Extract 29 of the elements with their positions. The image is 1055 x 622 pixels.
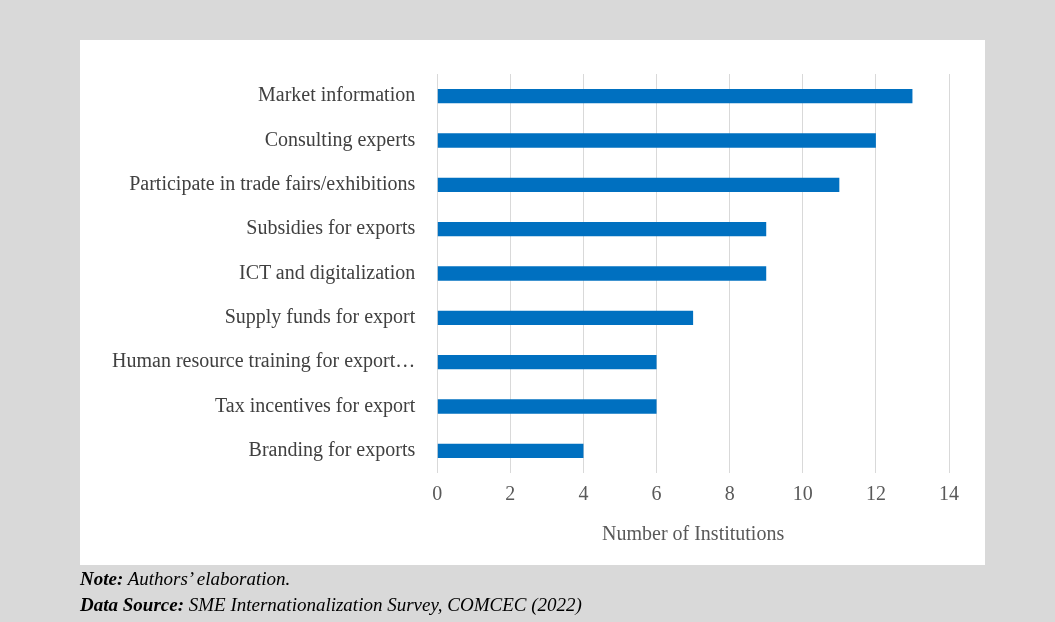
x-tick-label: 4 bbox=[578, 482, 589, 505]
y-tick-label: Branding for exports bbox=[248, 438, 416, 462]
y-tick-label: Market information bbox=[258, 83, 416, 106]
y-tick-label: ICT and digitalization bbox=[238, 260, 416, 284]
y-tick-label: Human resource training for export… bbox=[112, 349, 416, 373]
y-tick-label: Tax incentives for export bbox=[215, 393, 416, 417]
bar bbox=[437, 266, 767, 281]
x-tick-label: 6 bbox=[651, 482, 662, 505]
source-note: Data Source: SME Internationalization Survey, COMCEC (2022) bbox=[80, 594, 582, 615]
y-tick-label: Participate in trade fairs/exhibitions bbox=[129, 172, 416, 196]
x-tick-label: 2 bbox=[505, 482, 516, 505]
x-tick-label: 8 bbox=[724, 482, 735, 505]
x-tick-label: 14 bbox=[939, 482, 959, 505]
x-axis-title: Number of Institutions bbox=[602, 522, 785, 545]
x-tick-label: 12 bbox=[865, 482, 886, 505]
bar bbox=[437, 399, 657, 414]
y-tick-label: Subsidies for exports bbox=[246, 216, 416, 240]
text: Note: Authors’ elaboration. bbox=[80, 568, 291, 589]
bar bbox=[437, 133, 876, 148]
bar bbox=[437, 221, 767, 237]
bar bbox=[437, 177, 840, 193]
bar bbox=[437, 310, 694, 326]
bar bbox=[437, 88, 913, 104]
x-tick-label: 10 bbox=[792, 482, 813, 505]
y-tick-label: Consulting experts bbox=[264, 127, 416, 151]
x-tick-label: 0 bbox=[432, 482, 443, 505]
bar bbox=[437, 354, 657, 370]
bar bbox=[437, 443, 584, 459]
y-tick-label: Supply funds for export bbox=[224, 305, 416, 329]
